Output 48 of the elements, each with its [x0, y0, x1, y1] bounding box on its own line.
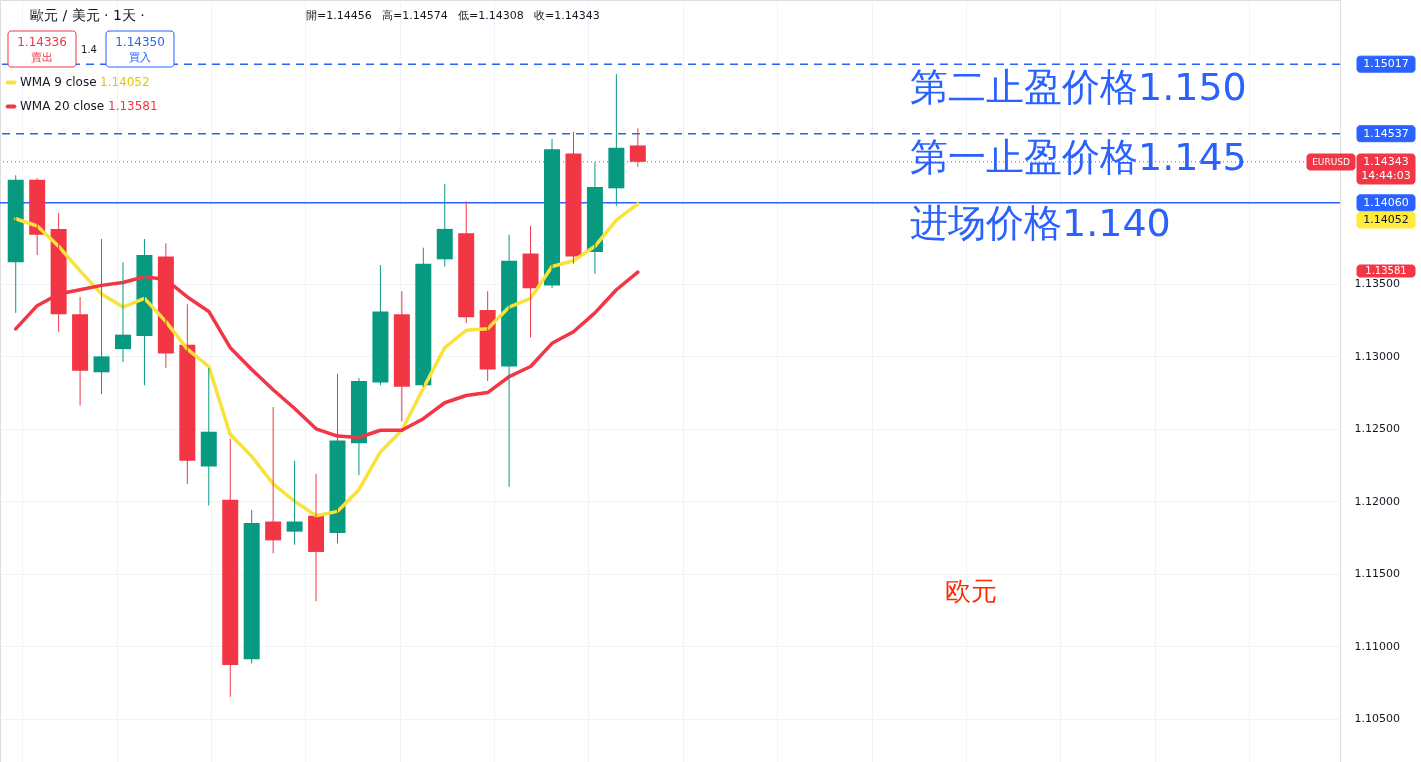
candlestick — [7, 174, 24, 314]
candlestick — [243, 509, 260, 664]
candlestick — [608, 73, 625, 207]
ref-line-label: 1.15017 — [1363, 57, 1409, 71]
text: 14:44:03 — [1361, 169, 1411, 182]
y-tick-label: 1.11500 — [1354, 567, 1400, 581]
annotation: 1.14350 — [115, 35, 165, 49]
annotation: 进场价格1.140 — [910, 201, 1171, 245]
legend-label: WMA 20 close — [20, 99, 105, 113]
candlestick — [458, 200, 475, 324]
annotation: 賣出 — [31, 51, 53, 64]
annotation: EURUSD — [1312, 157, 1350, 167]
ref-line-label: 1.14343 — [1363, 154, 1409, 168]
candlestick — [415, 247, 432, 388]
candlestick — [329, 373, 346, 544]
candlestick — [522, 225, 539, 339]
annotation: 1.14052 — [100, 75, 150, 89]
text: 1.13581 — [1365, 265, 1407, 276]
y-tick-label: 1.13000 — [1354, 349, 1400, 363]
y-tick-label: 1.11000 — [1354, 639, 1400, 653]
annotation: 1.13581 — [108, 99, 158, 113]
annotation: 買入 — [129, 51, 151, 64]
annotation: 開=1.14456 — [306, 9, 372, 22]
annotation: 低=1.14308 — [458, 9, 524, 22]
ref-line-label: 1.14060 — [1363, 195, 1409, 209]
line-series — [13, 202, 640, 518]
annotation: 1.4 — [81, 44, 97, 55]
y-tick-label: 1.13500 — [1354, 277, 1400, 291]
annotation: 收=1.14343 — [534, 9, 600, 22]
text: 歐元 / 美元 · 1天 · — [30, 7, 145, 23]
candlestick — [179, 303, 196, 485]
candlestick — [436, 183, 453, 268]
annotation: 第二止盈价格1.150 — [910, 65, 1247, 109]
y-tick-label: 1.12000 — [1354, 494, 1400, 508]
candlestick — [93, 238, 110, 395]
y-tick-label: 1.10500 — [1354, 712, 1400, 726]
annotation: 欧元 — [945, 576, 997, 606]
candlestick — [222, 438, 239, 698]
text: 1.14052 — [1363, 213, 1409, 226]
legend-label: WMA 9 close — [20, 75, 97, 89]
annotation: 高=1.14574 — [382, 9, 448, 22]
ref-line-label: 1.14537 — [1363, 126, 1409, 140]
annotation: 1.14336 — [17, 35, 67, 49]
candlestick — [286, 460, 303, 546]
y-tick-label: 1.12500 — [1354, 422, 1400, 436]
candlestick — [200, 367, 217, 507]
candlestick — [372, 264, 389, 386]
annotation: 第一止盈价格1.145 — [910, 135, 1247, 179]
